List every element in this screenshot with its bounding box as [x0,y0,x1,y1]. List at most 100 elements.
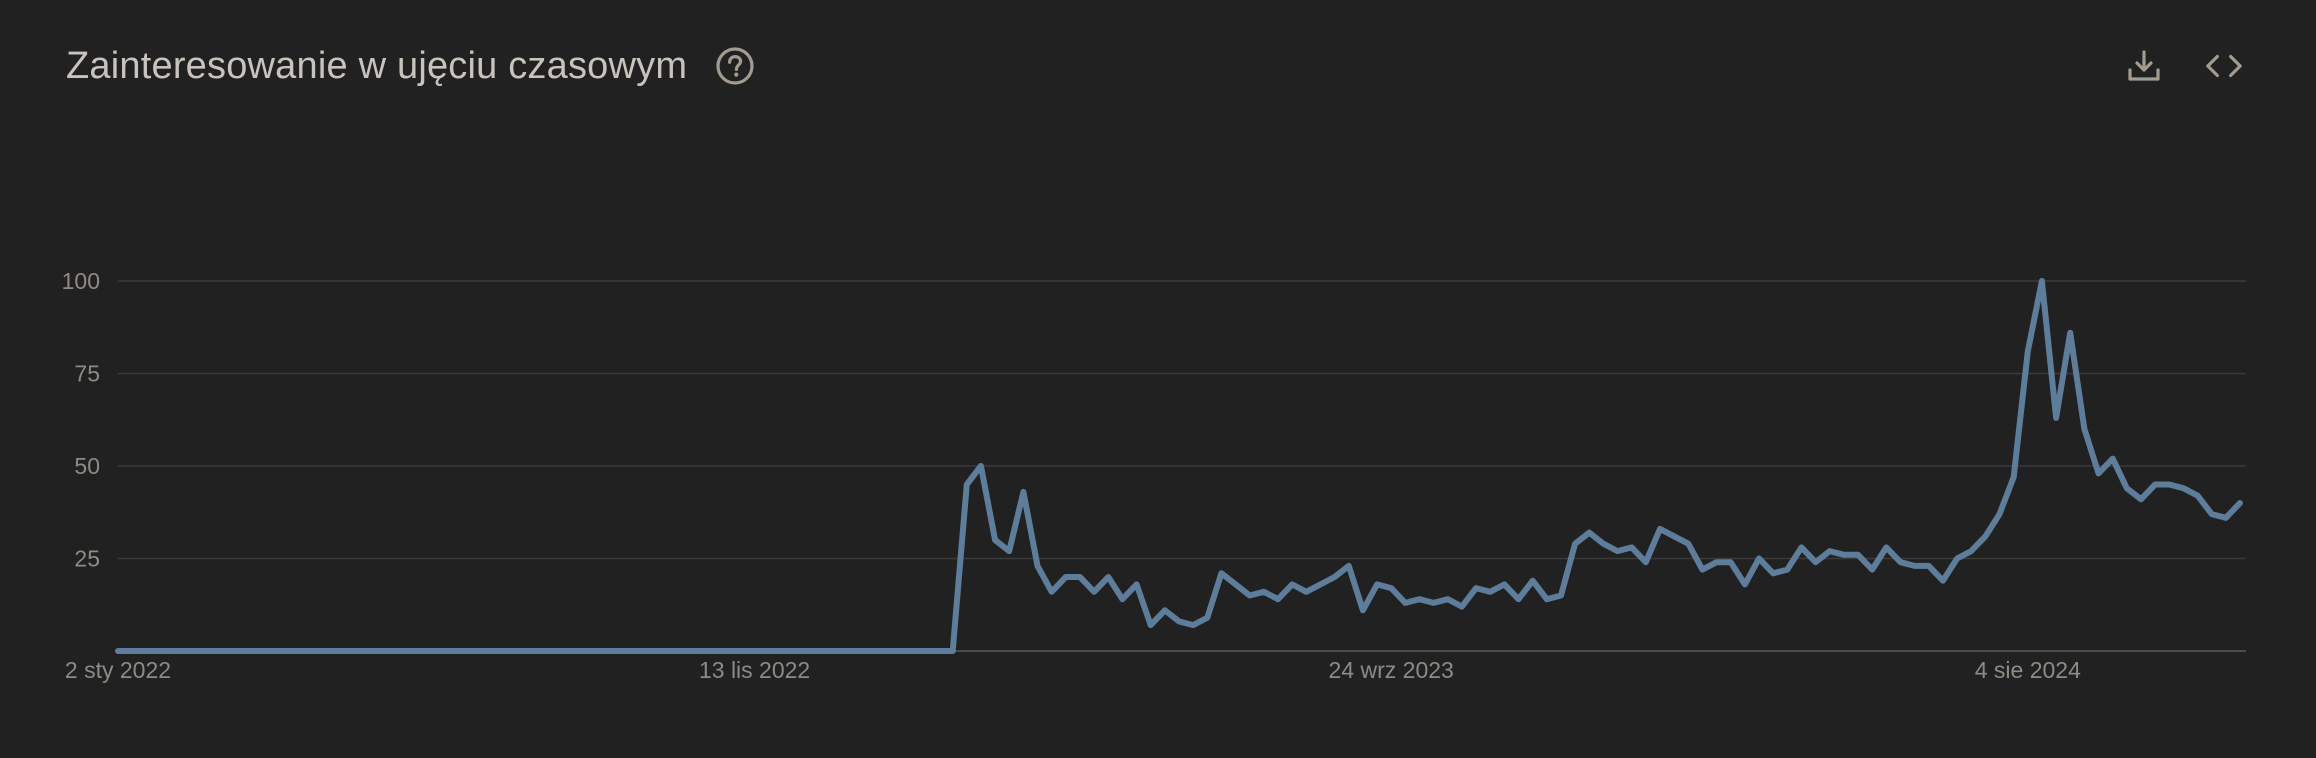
data-point[interactable] [1487,589,1493,595]
data-point[interactable] [1162,607,1168,613]
data-point[interactable] [341,648,347,654]
data-point[interactable] [667,648,673,654]
data-point[interactable] [836,648,842,654]
data-point[interactable] [2096,470,2102,476]
data-point[interactable] [1233,581,1239,587]
data-point[interactable] [2166,482,2172,488]
data-point[interactable] [1006,548,1012,554]
data-point[interactable] [186,648,192,654]
data-point[interactable] [568,648,574,654]
data-point[interactable] [2209,511,2215,517]
data-point[interactable] [1544,596,1550,602]
data-point[interactable] [1402,600,1408,606]
data-point[interactable] [1798,544,1804,550]
data-point[interactable] [1855,552,1861,558]
data-point[interactable] [1600,541,1606,547]
data-point[interactable] [469,648,475,654]
data-point[interactable] [455,648,461,654]
data-point[interactable] [412,648,418,654]
data-point[interactable] [610,648,616,654]
data-point[interactable] [1770,570,1776,576]
data-point[interactable] [511,648,517,654]
data-point[interactable] [851,648,857,654]
data-point[interactable] [1926,563,1932,569]
data-point[interactable] [1105,574,1111,580]
data-point[interactable] [695,648,701,654]
data-point[interactable] [992,537,998,543]
data-point[interactable] [2067,330,2073,336]
data-point[interactable] [964,482,970,488]
data-point[interactable] [2110,456,2116,462]
data-point[interactable] [2223,515,2229,521]
data-point[interactable] [936,648,942,654]
data-point[interactable] [1261,589,1267,595]
data-point[interactable] [2124,485,2130,491]
data-point[interactable] [1629,544,1635,550]
data-point[interactable] [256,648,262,654]
data-point[interactable] [1134,581,1140,587]
data-point[interactable] [143,648,149,654]
data-point[interactable] [157,648,163,654]
data-point[interactable] [1091,589,1097,595]
data-point[interactable] [1615,548,1621,554]
data-point[interactable] [271,648,277,654]
data-point[interactable] [752,648,758,654]
data-point[interactable] [1912,563,1918,569]
data-point[interactable] [1416,596,1422,602]
data-point[interactable] [539,648,545,654]
data-point[interactable] [893,648,899,654]
data-point[interactable] [313,648,319,654]
data-point[interactable] [2011,474,2017,480]
data-point[interactable] [1897,559,1903,565]
data-point[interactable] [1501,581,1507,587]
data-point[interactable] [737,648,743,654]
data-point[interactable] [1190,622,1196,628]
data-point[interactable] [681,648,687,654]
data-point[interactable] [2237,500,2243,506]
data-point[interactable] [1586,530,1592,536]
data-point[interactable] [1360,607,1366,613]
data-point[interactable] [1289,581,1295,587]
data-point[interactable] [355,648,361,654]
data-point[interactable] [879,648,885,654]
data-point[interactable] [1346,563,1352,569]
data-point[interactable] [808,648,814,654]
data-point[interactable] [228,648,234,654]
data-point[interactable] [1742,581,1748,587]
data-point[interactable] [200,648,206,654]
data-point[interactable] [1883,544,1889,550]
data-point[interactable] [709,648,715,654]
data-point[interactable] [398,648,404,654]
data-point[interactable] [1218,570,1224,576]
data-point[interactable] [780,648,786,654]
data-point[interactable] [384,648,390,654]
data-point[interactable] [525,648,531,654]
data-point[interactable] [2039,278,2045,284]
data-point[interactable] [129,648,135,654]
data-point[interactable] [2025,348,2031,354]
data-point[interactable] [1119,596,1125,602]
data-point[interactable] [822,648,828,654]
data-point[interactable] [907,648,913,654]
data-point[interactable] [2081,426,2087,432]
data-point[interactable] [1756,556,1762,562]
data-point[interactable] [1699,567,1705,573]
data-point[interactable] [1685,541,1691,547]
data-point[interactable] [2138,496,2144,502]
data-point[interactable] [440,648,446,654]
data-point[interactable] [596,648,602,654]
data-point[interactable] [921,648,927,654]
data-point[interactable] [978,463,984,469]
data-point[interactable] [327,648,333,654]
data-point[interactable] [2053,415,2059,421]
data-point[interactable] [115,648,121,654]
data-point[interactable] [766,648,772,654]
data-point[interactable] [1997,511,2003,517]
data-point[interactable] [1671,533,1677,539]
data-point[interactable] [1869,567,1875,573]
data-point[interactable] [638,648,644,654]
data-point[interactable] [214,648,220,654]
data-point[interactable] [497,648,503,654]
data-point[interactable] [1572,541,1578,547]
data-point[interactable] [1148,622,1154,628]
